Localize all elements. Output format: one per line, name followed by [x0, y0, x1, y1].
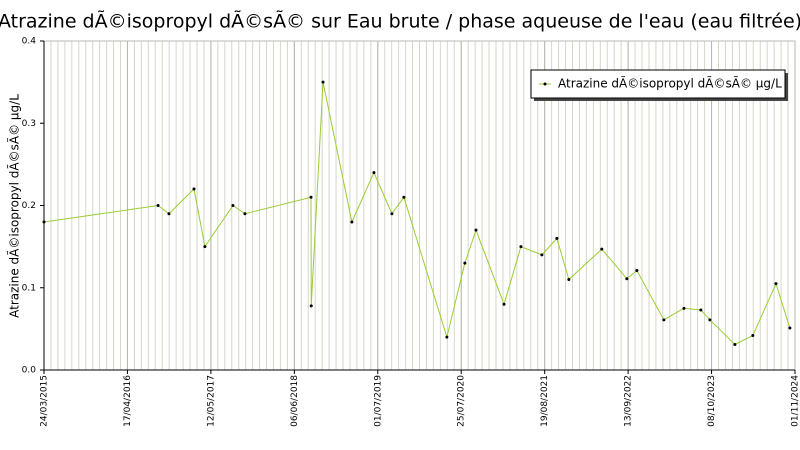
- data-point: [42, 220, 46, 224]
- legend-label: Atrazine dÃ©isopropyl dÃ©sÃ© µg/L: [558, 76, 782, 91]
- data-point: [751, 333, 755, 337]
- data-point: [774, 282, 778, 286]
- y-tick-label: 0.4: [22, 37, 37, 47]
- data-point: [625, 277, 629, 281]
- data-point: [203, 245, 207, 249]
- data-point: [309, 195, 313, 199]
- data-point: [567, 278, 571, 282]
- data-point: [243, 212, 247, 216]
- y-tick-label: 0.3: [22, 119, 36, 129]
- data-point: [474, 228, 478, 232]
- data-point: [156, 204, 160, 207]
- y-tick-label: 0.0: [22, 366, 37, 376]
- data-point: [321, 80, 325, 84]
- chart-title: Atrazine dÃ©isopropyl dÃ©sÃ© sur Eau bru…: [0, 10, 800, 33]
- data-point: [733, 343, 737, 347]
- x-tick-label: 24/03/2015: [40, 375, 50, 427]
- legend-box: [530, 69, 786, 99]
- x-tick-label: 08/10/2023: [707, 375, 717, 427]
- data-point: [390, 212, 394, 216]
- x-tick-label: 13/09/2022: [624, 375, 634, 427]
- x-tick-label: 12/05/2017: [206, 375, 216, 427]
- y-tick-label: 0.1: [22, 283, 36, 293]
- data-point: [682, 306, 686, 310]
- x-tick-label: 01/11/2024: [791, 375, 800, 427]
- data-point: [167, 212, 171, 216]
- data-point: [309, 304, 313, 308]
- legend-marker: [543, 82, 547, 86]
- data-point: [463, 261, 467, 265]
- data-point: [519, 245, 523, 249]
- x-tick-label: 17/04/2016: [123, 375, 133, 427]
- data-line: [43, 82, 791, 346]
- x-tick-label: 25/07/2020: [457, 375, 467, 427]
- x-tick-label: 06/06/2018: [290, 375, 300, 427]
- data-point: [192, 187, 196, 191]
- data-point: [445, 335, 449, 339]
- data-point: [231, 204, 235, 207]
- y-axis-label: Atrazine dÃ©isopropyl dÃ©sÃ© µg/L: [7, 94, 22, 318]
- data-point: [350, 220, 354, 224]
- data-point: [788, 326, 792, 330]
- data-point: [502, 302, 506, 306]
- data-point: [662, 318, 666, 322]
- data-point: [600, 247, 604, 251]
- data-point: [699, 308, 703, 312]
- data-point: [402, 195, 406, 199]
- legend: Atrazine dÃ©isopropyl dÃ©sÃ© µg/L: [530, 69, 788, 101]
- data-point: [635, 268, 639, 272]
- x-tick-label: 19/08/2021: [540, 375, 550, 427]
- data-point: [540, 253, 544, 257]
- data-point: [708, 318, 712, 322]
- data-point: [555, 236, 559, 240]
- data-point: [372, 171, 376, 175]
- y-tick-label: 0.2: [22, 201, 36, 211]
- x-tick-label: 01/07/2019: [373, 375, 383, 427]
